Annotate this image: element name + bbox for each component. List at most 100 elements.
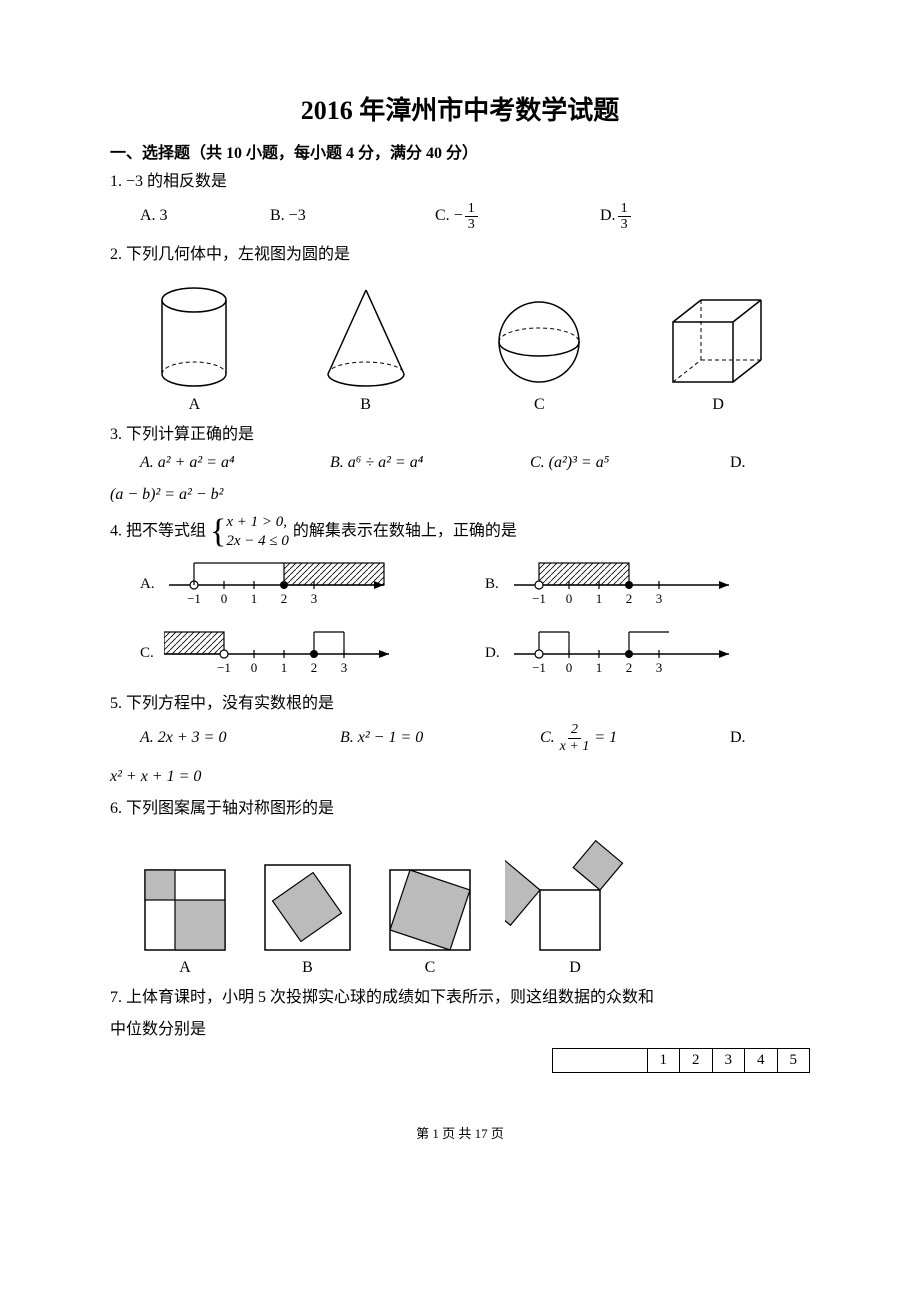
q7-table-wrap: 1 2 3 4 5	[110, 1048, 810, 1073]
q3-opt-c: C. (a²)³ = a⁵	[530, 454, 730, 472]
q5-c-post: = 1	[594, 729, 617, 747]
q1-opt-a: A. 3	[140, 207, 270, 225]
q7-h5: 5	[777, 1049, 810, 1073]
q2-labels: A B C D	[110, 396, 810, 414]
q4-options: A. −1 0 1 2 3	[140, 557, 810, 681]
svg-text:0: 0	[251, 660, 258, 675]
q3-options: A. a² + a² = a⁴ B. a⁶ ÷ a² = a⁴ C. (a²)³…	[140, 454, 810, 472]
q6-labels: A B C D	[140, 959, 810, 977]
q1-c-prefix: C. −	[435, 207, 463, 225]
q7-line2: 中位数分别是	[110, 1017, 810, 1043]
q5-c-fraction: 2 x + 1	[557, 722, 593, 754]
q3-extra: (a − b)² = a² − b²	[110, 482, 810, 508]
q5-opt-d: D.	[730, 729, 746, 747]
svg-text:1: 1	[281, 660, 288, 675]
q2-label-b: B	[316, 396, 416, 414]
svg-text:−1: −1	[187, 591, 201, 606]
q1-opt-d: D. 1 3	[600, 201, 633, 233]
svg-text:0: 0	[221, 591, 228, 606]
numberline-d-icon: −1 0 1 2 3	[509, 626, 739, 681]
q1-stem: 1. −3 的相反数是	[110, 169, 810, 195]
q3-stem: 3. 下列计算正确的是	[110, 422, 810, 448]
q1-c-den: 3	[465, 217, 478, 232]
q4-opt-c: C. −1 0 1 2 3	[140, 626, 465, 681]
numberline-a-icon: −1 0 1 2 3	[164, 557, 394, 612]
q5-opt-c: C. 2 x + 1 = 1	[540, 722, 730, 754]
q4-label-a: A.	[140, 576, 164, 593]
q5-opt-b: B. x² − 1 = 0	[340, 729, 540, 747]
q5-options: A. 2x + 3 = 0 B. x² − 1 = 0 C. 2 x + 1 =…	[140, 722, 810, 754]
q1-options: A. 3 B. −3 C. − 1 3 D. 1 3	[140, 201, 810, 233]
cone-icon	[316, 282, 416, 392]
q1-opt-c: C. − 1 3	[435, 201, 600, 233]
q6-fig-b-icon	[260, 860, 355, 955]
q4-system: { x + 1 > 0, 2x − 4 ≤ 0	[210, 513, 289, 551]
q4-stem: 4. 把不等式组 { x + 1 > 0, 2x − 4 ≤ 0 的解集表示在数…	[110, 513, 810, 551]
q1-c-num: 1	[465, 201, 478, 217]
q7-h3: 3	[712, 1049, 745, 1073]
cube-icon	[663, 292, 773, 392]
q2-stem: 2. 下列几何体中，左视图为圆的是	[110, 242, 810, 268]
svg-text:3: 3	[341, 660, 348, 675]
q1-d-fraction: 1 3	[618, 201, 631, 233]
q4-line2: 2x − 4 ≤ 0	[226, 532, 289, 551]
q4-opt-b: B. −1 0 1 2 3	[485, 557, 810, 612]
q4-stem-pre: 4. 把不等式组	[110, 523, 206, 540]
page-footer: 第 1 页 共 17 页	[110, 1123, 810, 1142]
q1-c-fraction: 1 3	[465, 201, 478, 233]
section-heading: 一、选择题（共 10 小题，每小题 4 分，满分 40 分）	[110, 139, 810, 163]
q4-line1: x + 1 > 0,	[226, 513, 289, 532]
svg-text:1: 1	[596, 591, 603, 606]
q6-label-a: A	[140, 959, 230, 977]
q6-fig-c-icon	[385, 865, 475, 955]
q7-h1: 1	[647, 1049, 680, 1073]
svg-text:2: 2	[626, 591, 633, 606]
q3-opt-d: D.	[730, 454, 746, 472]
q6-shapes	[140, 835, 810, 955]
svg-text:3: 3	[656, 591, 663, 606]
q5-stem: 5. 下列方程中，没有实数根的是	[110, 691, 810, 717]
q6-label-d: D	[505, 959, 645, 977]
svg-text:1: 1	[251, 591, 258, 606]
q7-line1: 7. 上体育课时，小明 5 次投掷实心球的成绩如下表所示，则这组数据的众数和	[110, 985, 810, 1011]
svg-text:2: 2	[281, 591, 288, 606]
q4-label-d: D.	[485, 645, 509, 662]
q3-opt-b: B. a⁶ ÷ a² = a⁴	[330, 454, 530, 472]
svg-text:−1: −1	[217, 660, 231, 675]
q7-blank-cell	[552, 1049, 647, 1073]
q4-stem-post: 的解集表示在数轴上，正确的是	[293, 523, 517, 540]
q7-h4: 4	[745, 1049, 778, 1073]
page-title: 2016 年漳州市中考数学试题	[110, 90, 810, 127]
q2-label-a: A	[147, 396, 242, 414]
q4-label-c: C.	[140, 645, 164, 662]
svg-text:3: 3	[656, 660, 663, 675]
svg-text:0: 0	[566, 591, 573, 606]
q5-c-num: 2	[568, 722, 581, 738]
svg-text:3: 3	[311, 591, 318, 606]
q6-label-b: B	[260, 959, 355, 977]
q4-opt-a: A. −1 0 1 2 3	[140, 557, 465, 612]
svg-text:2: 2	[626, 660, 633, 675]
q1-d-num: 1	[618, 201, 631, 217]
numberline-b-icon: −1 0 1 2 3	[509, 557, 739, 612]
q7-h2: 2	[680, 1049, 713, 1073]
q6-label-c: C	[385, 959, 475, 977]
q4-opt-d: D. −1 0 1 2 3	[485, 626, 810, 681]
q5-c-den: x + 1	[557, 739, 593, 754]
svg-text:−1: −1	[532, 660, 546, 675]
q5-opt-a: A. 2x + 3 = 0	[140, 729, 340, 747]
q1-d-prefix: D.	[600, 207, 616, 225]
svg-text:1: 1	[596, 660, 603, 675]
q1-d-den: 3	[618, 217, 631, 232]
brace-icon: {	[210, 515, 226, 549]
q6-fig-a-icon	[140, 865, 230, 955]
svg-text:−1: −1	[532, 591, 546, 606]
q5-extra: x² + x + 1 = 0	[110, 764, 810, 790]
table-row: 1 2 3 4 5	[552, 1049, 810, 1073]
q7-table: 1 2 3 4 5	[552, 1048, 811, 1073]
svg-text:0: 0	[566, 660, 573, 675]
sphere-icon	[489, 292, 589, 392]
q4-label-b: B.	[485, 576, 509, 593]
q3-opt-a: A. a² + a² = a⁴	[140, 454, 330, 472]
cylinder-icon	[147, 282, 242, 392]
